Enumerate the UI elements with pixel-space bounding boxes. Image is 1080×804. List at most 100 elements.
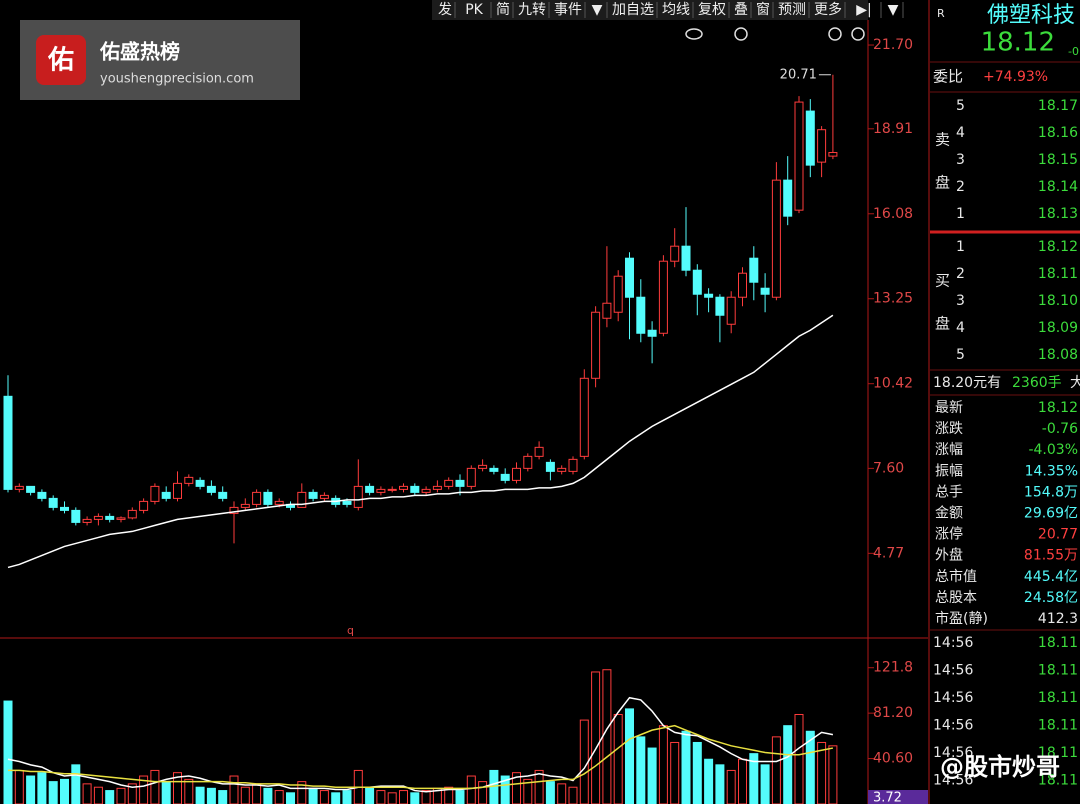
zoom-in-icon[interactable] xyxy=(828,27,842,41)
volume-bar xyxy=(602,669,612,804)
volume-bar xyxy=(82,783,92,804)
stat-label: 涨停 xyxy=(935,526,963,543)
sell-level: 1 xyxy=(956,206,965,222)
volume-bar xyxy=(286,792,295,804)
buy-level: 3 xyxy=(956,293,965,309)
candle-body xyxy=(399,485,408,490)
candle-body xyxy=(681,245,691,271)
candle-body xyxy=(783,179,793,217)
sell-price: 18.17 xyxy=(1038,98,1078,114)
candle-body xyxy=(692,269,702,295)
candle-body xyxy=(252,491,262,505)
order-note: 18.20元有 xyxy=(933,375,1001,391)
buy-level: 5 xyxy=(956,347,965,363)
toolbar-button[interactable]: 加自选 xyxy=(612,2,654,18)
toolbar-button[interactable]: 预测 xyxy=(778,2,806,18)
current-value: 3.72 xyxy=(873,791,902,804)
volume-bar xyxy=(410,792,420,804)
candle-body xyxy=(206,485,216,493)
volume-bar xyxy=(274,790,284,804)
volume-bar xyxy=(455,790,465,804)
toolbar xyxy=(432,0,868,20)
candle-body xyxy=(274,500,284,505)
sell-label: 卖 xyxy=(935,131,950,149)
volume-bar xyxy=(150,769,160,804)
candle-body xyxy=(319,494,329,499)
candle-body xyxy=(105,515,115,520)
toolbar-button[interactable]: 九转 xyxy=(518,2,546,18)
trade-price: 18.11 xyxy=(1038,663,1078,679)
watermark: 佑 佑盛热榜 youshengprecision.com xyxy=(20,20,300,100)
volume-bar xyxy=(387,792,397,804)
candle-body xyxy=(613,275,623,313)
candle-body xyxy=(14,485,24,490)
toolbar-button[interactable]: PK xyxy=(465,2,483,18)
watermark-title: 佑盛热榜 xyxy=(99,40,180,64)
candle-body xyxy=(184,476,194,484)
candle-body xyxy=(444,479,454,487)
volume-bar xyxy=(26,775,36,804)
candle-body xyxy=(297,491,307,508)
marker-label: q xyxy=(347,624,354,637)
candle-body xyxy=(173,482,182,499)
order-note: 大 xyxy=(1070,375,1080,391)
volume-bar xyxy=(489,769,499,804)
candle-body xyxy=(48,497,58,508)
volume-bar xyxy=(331,792,341,804)
candle-body xyxy=(636,296,646,334)
toolbar-button[interactable]: 窗 xyxy=(756,1,770,18)
toolbar-button[interactable]: ▼ xyxy=(888,2,899,18)
candle-body xyxy=(817,129,827,163)
candle-body xyxy=(116,517,126,520)
eye-icon[interactable] xyxy=(685,28,703,40)
zoom-out-icon[interactable] xyxy=(851,27,865,41)
toolbar-button[interactable]: ▼ xyxy=(592,2,603,18)
volume-bar xyxy=(771,736,781,804)
volume-bar xyxy=(591,671,601,804)
toolbar-button[interactable]: 更多 xyxy=(814,1,842,18)
toolbar-button[interactable]: 简 xyxy=(496,1,510,18)
volume-bar xyxy=(444,786,454,804)
sell-price: 18.13 xyxy=(1038,206,1078,222)
candle-body xyxy=(500,473,510,481)
toolbar-button[interactable]: 事件 xyxy=(554,2,582,18)
candle-body xyxy=(749,257,759,283)
y-tick-label: 18.91 xyxy=(873,121,913,137)
candle-body xyxy=(647,329,657,337)
candle-body xyxy=(387,488,397,491)
candle-body xyxy=(602,302,612,319)
trade-time: 14:56 xyxy=(933,635,973,651)
volume-bar xyxy=(704,758,714,804)
volume-bar xyxy=(14,769,24,804)
candle-body xyxy=(805,110,815,166)
toolbar-button[interactable]: ▶| xyxy=(856,2,871,18)
trade-time: 14:56 xyxy=(933,773,973,789)
toolbar-button[interactable]: 发 xyxy=(438,2,452,18)
volume-bar xyxy=(670,741,680,804)
y-tick-label: 13.25 xyxy=(873,291,913,307)
candle-body xyxy=(534,446,544,457)
y-tick-label: 10.42 xyxy=(873,376,913,392)
volume-bar xyxy=(568,786,578,804)
volume-bar xyxy=(252,783,262,804)
volume-bar xyxy=(658,725,668,804)
trade-price: 18.11 xyxy=(1038,745,1078,761)
volume-bar xyxy=(625,708,634,804)
candle-body xyxy=(545,461,555,472)
candle-body xyxy=(139,500,149,511)
toolbar-button[interactable]: 复权 xyxy=(698,1,726,18)
watermark-logo xyxy=(36,35,86,85)
volume-bar xyxy=(3,700,13,804)
stat-value: 14.35% xyxy=(1025,463,1078,479)
candle-body xyxy=(3,395,13,490)
candle-body xyxy=(195,479,205,487)
stat-value: 412.3 xyxy=(1038,611,1078,627)
toolbar-button[interactable]: 叠 xyxy=(734,2,748,18)
stock-name: 佛塑科技 xyxy=(987,3,1075,28)
toolbar-button[interactable]: 均线 xyxy=(662,2,690,18)
volume-bar xyxy=(545,781,555,804)
volume-bar xyxy=(93,786,103,804)
candle-body xyxy=(670,245,680,262)
volume-bar xyxy=(218,790,228,804)
play-icon[interactable] xyxy=(734,27,748,41)
